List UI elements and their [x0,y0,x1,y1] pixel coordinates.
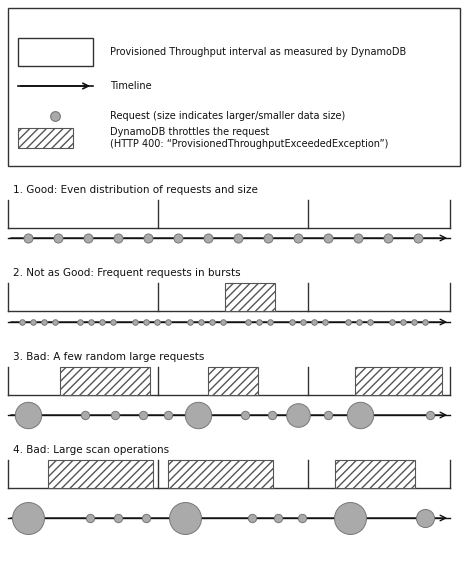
Bar [208,367,258,395]
Text: Request (size indicates larger/smaller data size): Request (size indicates larger/smaller d… [110,111,345,121]
Text: 2. Not as Good: Frequent requests in bursts: 2. Not as Good: Frequent requests in bur… [13,268,241,278]
Text: 3. Bad: A few random large requests: 3. Bad: A few random large requests [13,352,205,362]
Bar [355,367,442,395]
Bar [168,460,273,488]
Bar [60,367,150,395]
Text: DynamoDB throttles the request
(HTTP 400: “ProvisionedThroughputExceededExceptio: DynamoDB throttles the request (HTTP 400… [110,127,388,149]
Text: Timeline: Timeline [110,81,152,91]
Text: Provisioned Throughput interval as measured by DynamoDB: Provisioned Throughput interval as measu… [110,47,406,57]
Text: 1. Good: Even distribution of requests and size: 1. Good: Even distribution of requests a… [13,185,258,195]
Bar [18,38,93,66]
Bar [8,8,460,166]
Bar [18,128,73,148]
Bar [225,283,275,311]
Bar [335,460,415,488]
Bar [48,460,153,488]
Text: 4. Bad: Large scan operations: 4. Bad: Large scan operations [13,445,169,455]
